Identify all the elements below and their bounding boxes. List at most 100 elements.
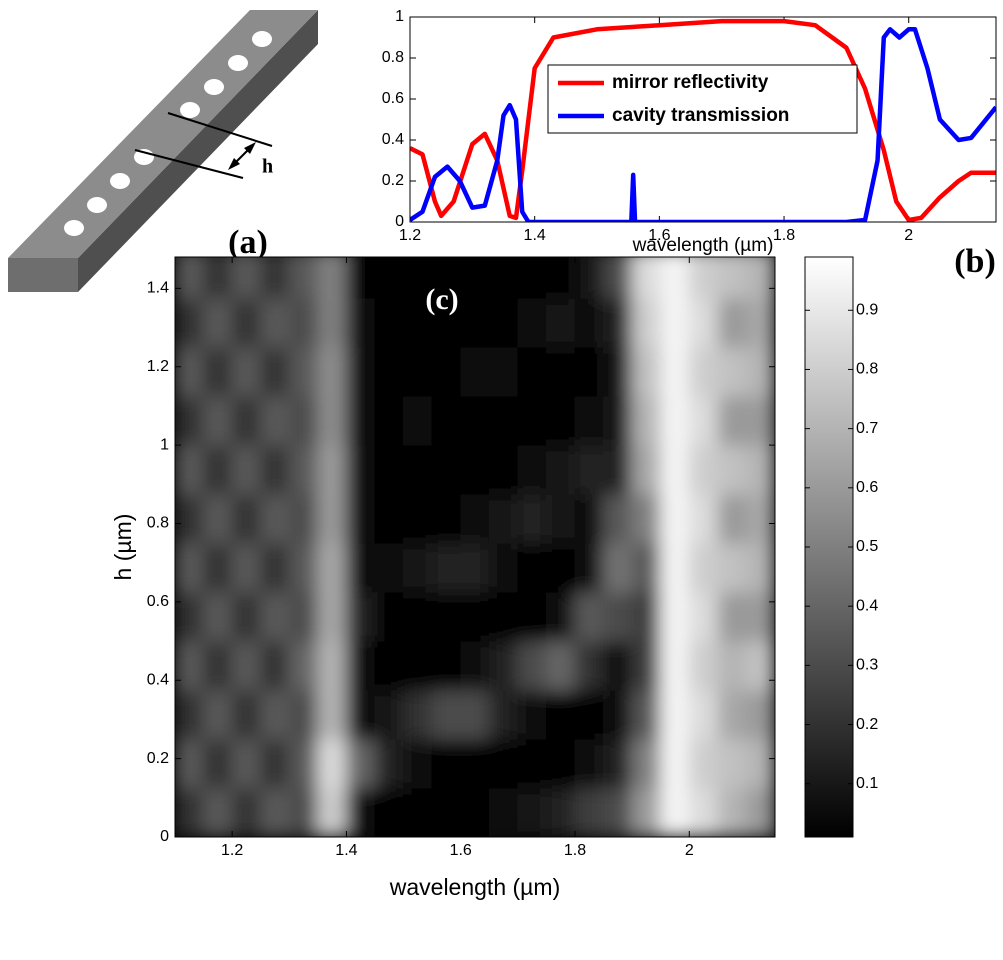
- heatmap-cell: [260, 346, 290, 397]
- heatmap-cell: [260, 591, 290, 642]
- heatmap-cell: [175, 257, 205, 299]
- heatmap-cell: [517, 689, 547, 740]
- heatmap-cell: [431, 591, 462, 642]
- heatmap-cell: [660, 395, 690, 446]
- heatmap-cell: [288, 787, 319, 837]
- heatmap-cell: [175, 444, 205, 495]
- heatmap-cell: [317, 591, 347, 642]
- heatmap-cell: [231, 257, 262, 299]
- heatmap-cell: [260, 787, 290, 837]
- heatmap-cell: [175, 738, 205, 789]
- heatmap-cell: [231, 738, 262, 789]
- heatmap-cell: [260, 444, 290, 495]
- heatmap-cell: [688, 787, 719, 837]
- heatmap-cell: [545, 738, 576, 789]
- heatmap-cell: [460, 493, 490, 544]
- heatmap-cell: [317, 542, 347, 593]
- heatmap-cell: [717, 297, 747, 348]
- heatmap-cell: [260, 297, 290, 348]
- colorbar-tick-label: 0.3: [856, 657, 878, 674]
- heatmap-cell: [688, 640, 719, 691]
- heatmap-cell: [260, 493, 290, 544]
- heatmap-cell: [403, 689, 433, 740]
- heatmap-cell: [431, 395, 462, 446]
- heatmap-cell: [488, 689, 519, 740]
- heatmap-cell: [203, 591, 233, 642]
- heatmap-cell: [345, 640, 376, 691]
- x-tick-label: 1.8: [773, 227, 795, 244]
- heatmap-cell: [460, 542, 490, 593]
- heatmap-cell: [288, 257, 319, 299]
- heatmap-cell: [231, 640, 262, 691]
- heatmap-cell: [631, 640, 662, 691]
- heatmap-cell: [603, 297, 633, 348]
- heatmap-cell: [631, 689, 662, 740]
- heatmap-cell: [431, 444, 462, 495]
- colorbar-tick-label: 0.2: [856, 716, 878, 733]
- heatmap-cell: [660, 346, 690, 397]
- heatmap-cell: [403, 542, 433, 593]
- heatmap-cell: [203, 395, 233, 446]
- colorbar-tick-label: 0.5: [856, 538, 878, 555]
- heatmap-cell: [745, 591, 775, 642]
- heatmap-cell: [603, 787, 633, 837]
- heatmap-cell: [688, 297, 719, 348]
- heatmap-cell: [175, 395, 205, 446]
- heatmap-cell: [460, 689, 490, 740]
- panel-label: (b): [954, 243, 996, 280]
- heatmap-cell: [431, 787, 462, 837]
- heatmap-cell: [745, 640, 775, 691]
- series-line: [410, 18, 996, 222]
- heatmap-cell: [403, 591, 433, 642]
- heatmap-cell: [345, 787, 376, 837]
- heatmap-cell: [374, 444, 405, 495]
- y-tick-label: 0.6: [147, 593, 169, 610]
- x-tick-label: 1.4: [524, 227, 546, 244]
- heatmap-cell: [231, 444, 262, 495]
- heatmap-cell: [317, 493, 347, 544]
- heatmap-cell: [717, 738, 747, 789]
- heatmap-cell: [345, 444, 376, 495]
- heatmap-cell: [688, 444, 719, 495]
- heatmap-clip: [175, 257, 775, 837]
- heatmap-cell: [317, 297, 347, 348]
- heatmap-cell: [260, 257, 290, 299]
- heatmap-cell: [603, 542, 633, 593]
- heatmap-cell: [717, 542, 747, 593]
- y-tick-label: 0.8: [147, 515, 169, 532]
- heatmap-cell: [574, 297, 605, 348]
- heatmap-cell: [288, 689, 319, 740]
- heatmap-cell: [574, 542, 605, 593]
- heatmap-cell: [203, 738, 233, 789]
- heatmap-cell: [175, 493, 205, 544]
- heatmap-cell: [374, 395, 405, 446]
- heatmap-cell: [231, 689, 262, 740]
- heatmap-cell: [231, 493, 262, 544]
- colorbar-tick-label: 0.8: [856, 361, 878, 378]
- heatmap-cell: [745, 257, 775, 299]
- heatmap-cell: [517, 444, 547, 495]
- x-tick-label: 2: [904, 227, 913, 244]
- heatmap-cell: [288, 493, 319, 544]
- heatmap-cell: [345, 297, 376, 348]
- heatmap-cell: [603, 257, 633, 299]
- heatmap-cell: [203, 787, 233, 837]
- heatmap-cell: [631, 297, 662, 348]
- heatmap-cell: [175, 787, 205, 837]
- heatmap-cell: [631, 738, 662, 789]
- heatmap-cell: [203, 444, 233, 495]
- heatmap-cell: [203, 297, 233, 348]
- heatmap-cell: [260, 640, 290, 691]
- y-axis-label: h (µm): [110, 514, 136, 581]
- heatmap-cell: [545, 395, 576, 446]
- colorbar-tick-label: 0.6: [856, 479, 878, 496]
- heatmap-cell: [460, 640, 490, 691]
- heatmap-cell: [203, 493, 233, 544]
- heatmap-cell: [574, 346, 605, 397]
- heatmap-cell: [545, 591, 576, 642]
- heatmap-cell: [488, 395, 519, 446]
- heatmap-cell: [488, 738, 519, 789]
- y-tick-label: 0.2: [147, 750, 169, 767]
- heatmap-cell: [431, 640, 462, 691]
- heatmap-cell: [460, 444, 490, 495]
